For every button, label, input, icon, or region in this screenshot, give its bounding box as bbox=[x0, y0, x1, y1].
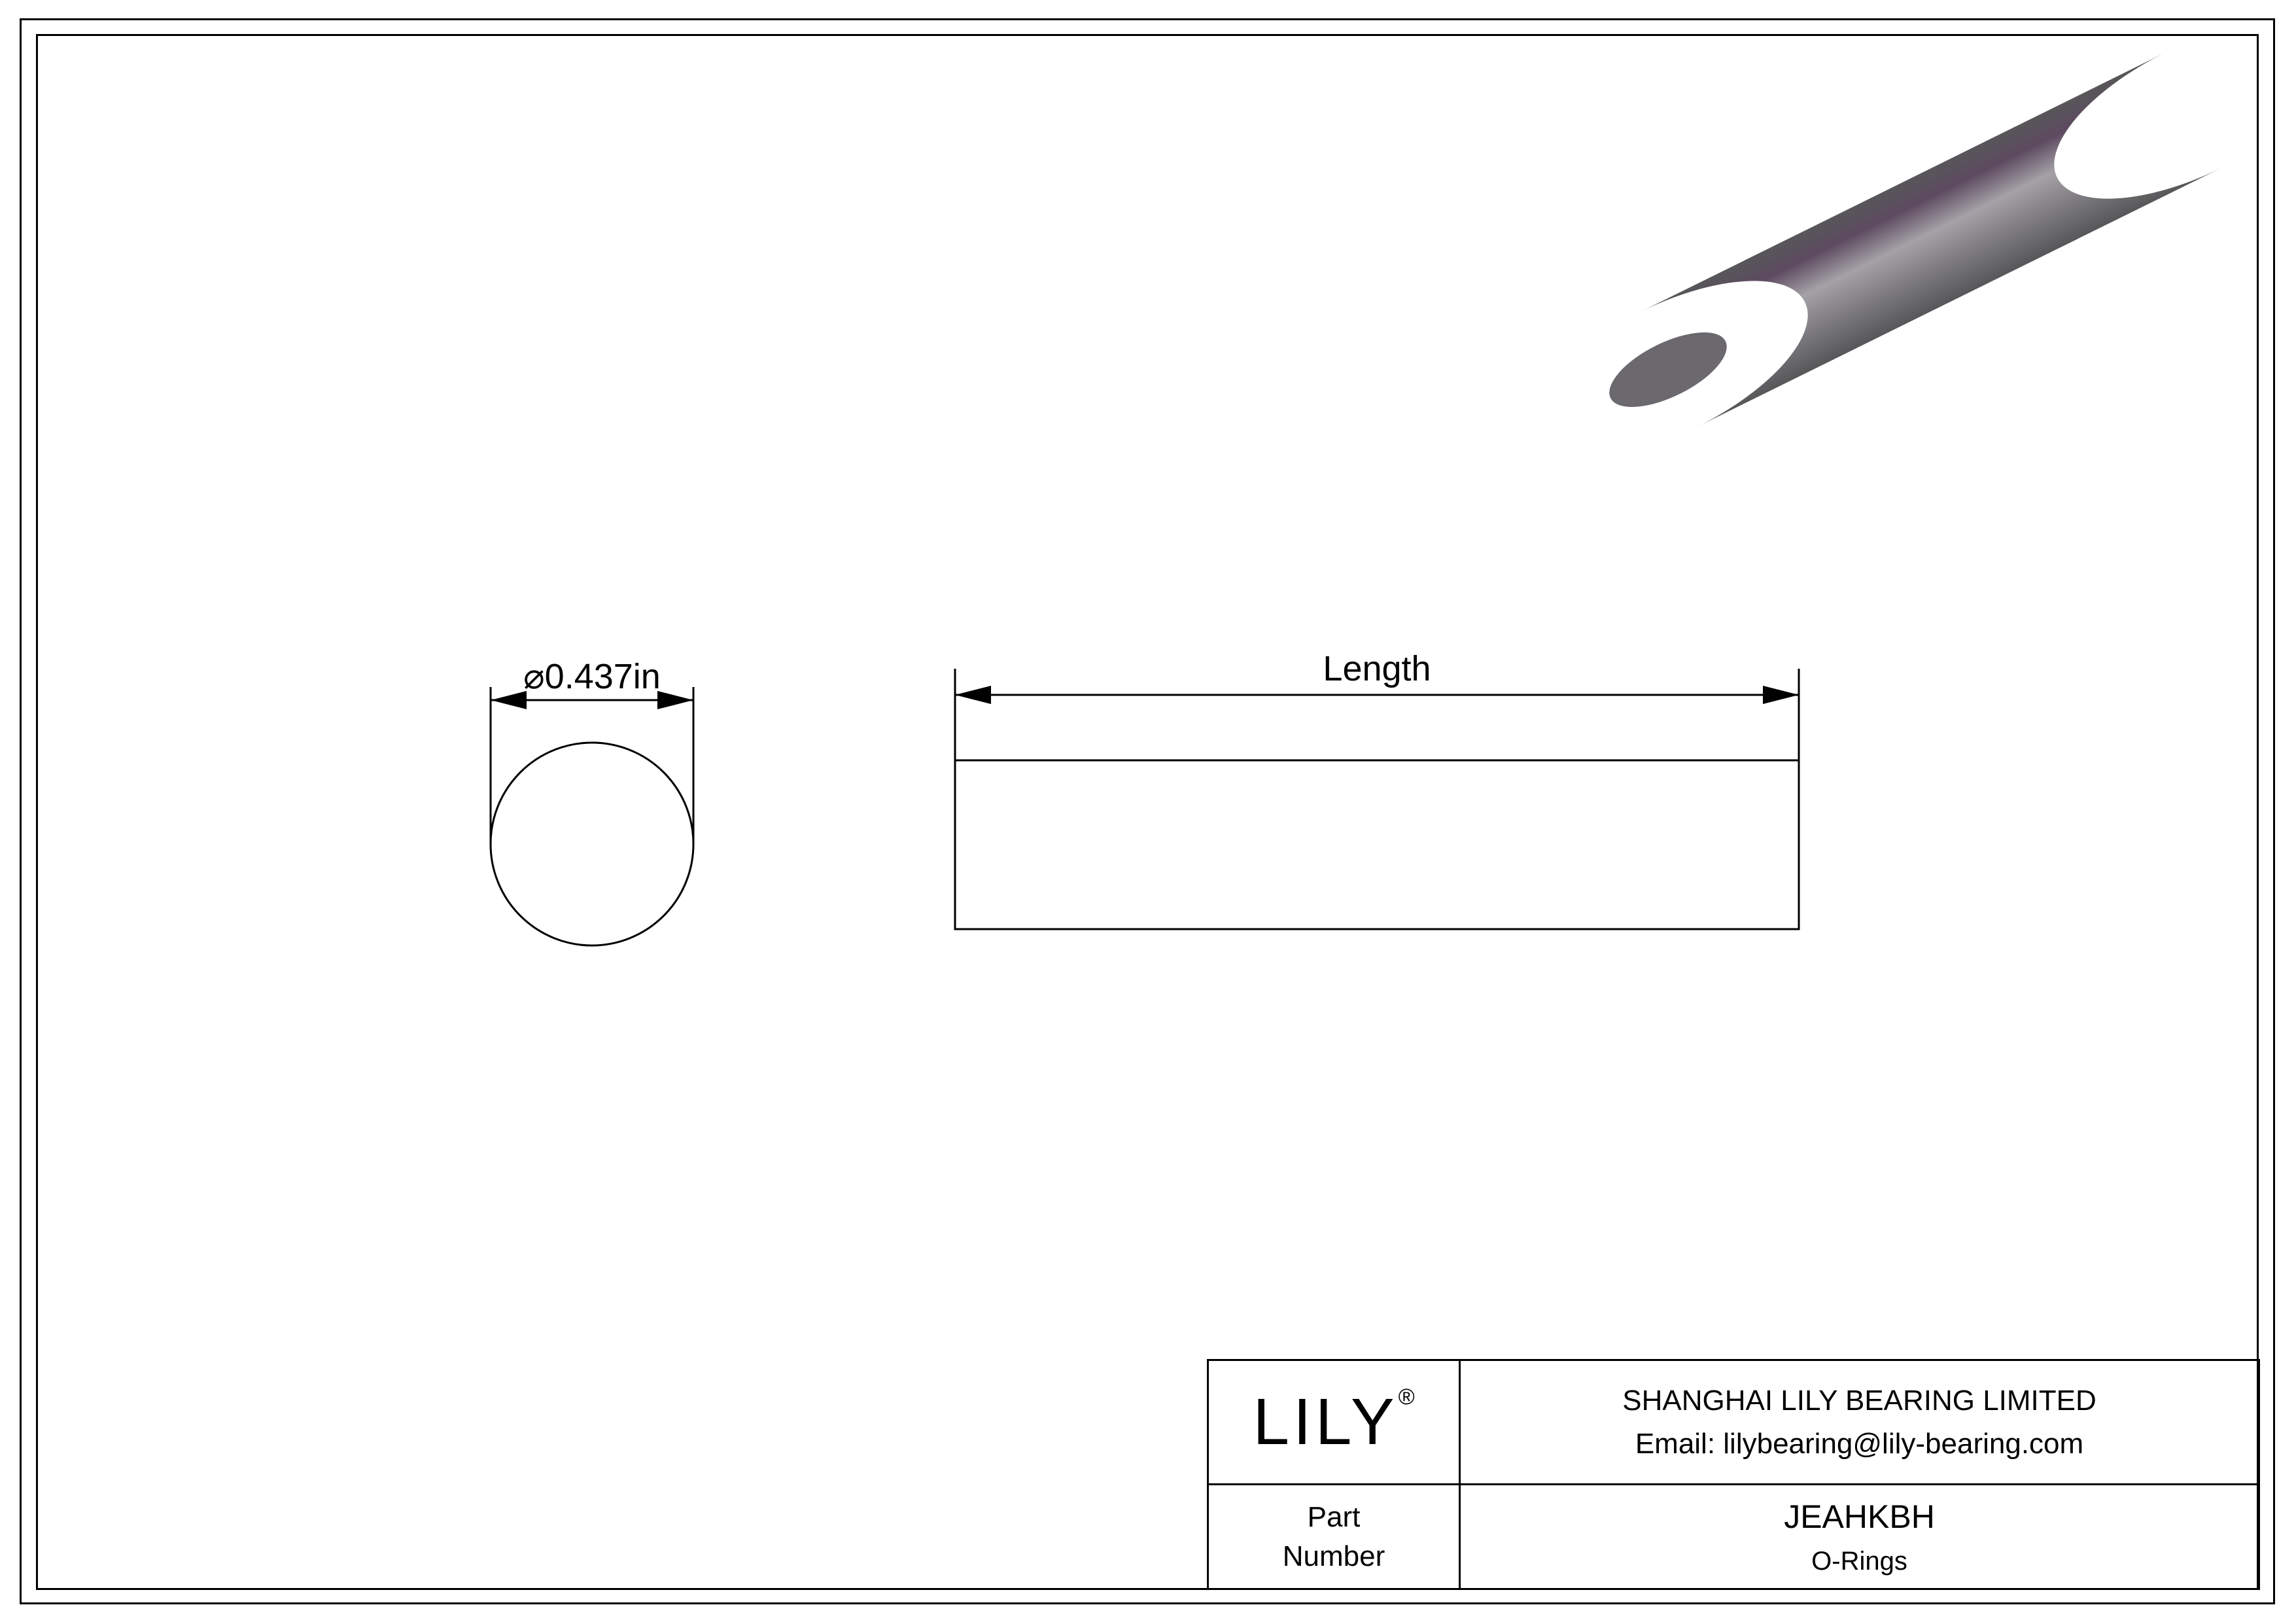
company-logo-text: LILY bbox=[1253, 1385, 1398, 1458]
title-block-company-cell: SHANGHAI LILY BEARING LIMITED Email: lil… bbox=[1460, 1360, 2259, 1485]
end-view-circle bbox=[491, 743, 693, 945]
end-view: ⌀0.437in bbox=[491, 657, 693, 945]
diameter-dimension-label: ⌀0.437in bbox=[523, 657, 661, 696]
cylinder-body bbox=[1640, 52, 2223, 427]
company-name: SHANGHAI LILY BEARING LIMITED bbox=[1461, 1379, 2257, 1422]
part-number-label: Number bbox=[1209, 1537, 1458, 1576]
side-view-rectangle bbox=[955, 760, 1799, 929]
part-number-label: Part bbox=[1209, 1498, 1458, 1536]
dimension-arrowhead bbox=[955, 686, 991, 704]
part-number-value: JEAHKBH bbox=[1461, 1492, 2257, 1542]
part-description: O-Rings bbox=[1461, 1542, 2257, 1581]
isometric-cylinder-render bbox=[1599, 52, 2222, 427]
registered-trademark-icon: ® bbox=[1399, 1385, 1415, 1410]
title-block-part-value-cell: JEAHKBH O-Rings bbox=[1460, 1485, 2259, 1589]
company-email: Email: lilybearing@lily-bearing.com bbox=[1461, 1422, 2257, 1466]
dimension-arrowhead bbox=[657, 691, 693, 709]
title-block-logo-cell: LILY® bbox=[1208, 1360, 1460, 1485]
cylinder-end-cap bbox=[1599, 317, 1737, 423]
title-block-part-label-cell: Part Number bbox=[1208, 1485, 1460, 1589]
title-block: LILY® SHANGHAI LILY BEARING LIMITED Emai… bbox=[1207, 1359, 2260, 1590]
length-dimension-label: Length bbox=[1323, 649, 1431, 688]
dimension-arrowhead bbox=[491, 691, 527, 709]
side-view: Length bbox=[955, 649, 1799, 929]
dimension-arrowhead bbox=[1763, 686, 1799, 704]
